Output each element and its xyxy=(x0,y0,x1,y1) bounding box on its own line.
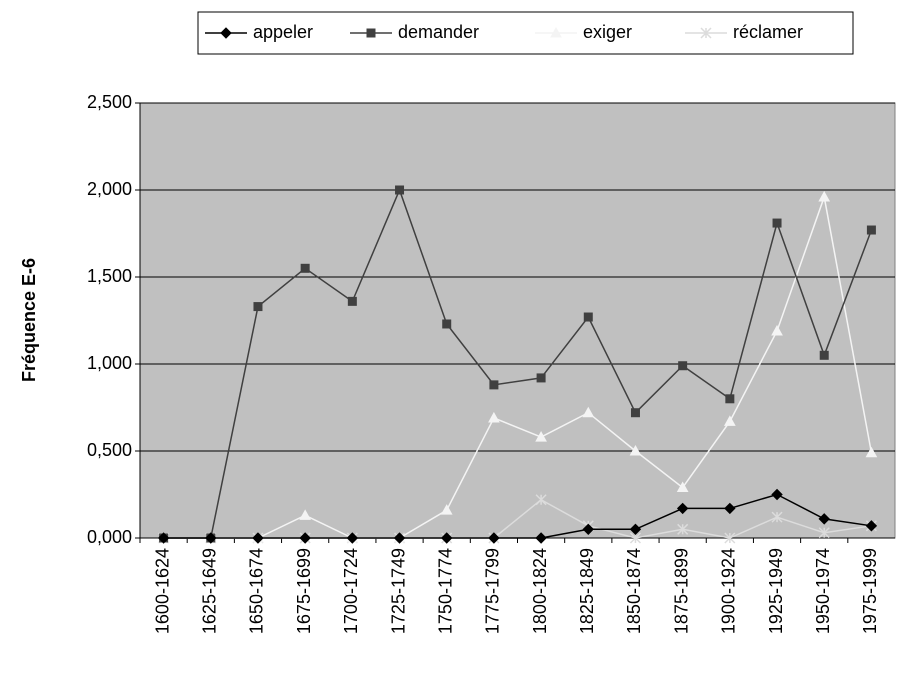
marker xyxy=(771,324,783,336)
marker xyxy=(677,523,689,535)
x-tick-label: 1825-1849 xyxy=(577,548,597,634)
y-tick-label: 2,000 xyxy=(87,179,132,199)
x-tick-label: 1800-1824 xyxy=(530,548,550,634)
marker xyxy=(629,523,642,536)
marker xyxy=(582,406,595,418)
marker xyxy=(393,532,406,544)
legend-marker xyxy=(366,28,376,38)
y-tick-label: 1,000 xyxy=(87,353,132,373)
x-tick-label: 1625-1649 xyxy=(200,548,220,634)
marker xyxy=(299,532,311,544)
marker xyxy=(488,411,500,423)
plot-area xyxy=(139,102,896,539)
marker xyxy=(442,319,452,329)
legend-marker xyxy=(700,27,712,39)
marker xyxy=(583,312,593,322)
x-tick-label: 1975-1999 xyxy=(860,548,880,634)
x-tick-label: 1675-1699 xyxy=(294,548,314,634)
marker xyxy=(441,532,453,544)
legend-label: exiger xyxy=(583,22,632,42)
marker xyxy=(300,263,310,273)
marker xyxy=(772,218,782,228)
y-tick-label: 2,500 xyxy=(87,92,132,112)
marker xyxy=(724,532,736,544)
legend-label: appeler xyxy=(253,22,313,42)
marker xyxy=(252,532,264,544)
series-line xyxy=(163,194,873,539)
marker xyxy=(535,431,547,442)
marker xyxy=(535,494,547,506)
marker xyxy=(865,520,878,532)
marker xyxy=(676,481,689,493)
marker xyxy=(818,190,831,202)
marker xyxy=(253,302,263,312)
series-line xyxy=(163,493,872,539)
marker xyxy=(723,415,736,426)
marker xyxy=(771,511,783,523)
x-tick-label: 1700-1724 xyxy=(341,548,361,634)
legend-marker xyxy=(550,26,562,38)
marker xyxy=(866,225,876,235)
x-tick-label: 1600-1624 xyxy=(152,548,172,634)
x-tick-label: 1725-1749 xyxy=(388,548,408,634)
marker xyxy=(629,444,642,456)
marker xyxy=(488,532,500,544)
x-tick-label: 1900-1924 xyxy=(719,548,739,634)
marker xyxy=(676,502,689,515)
marker xyxy=(725,394,735,404)
legend-label: réclamer xyxy=(733,22,803,42)
y-tick-label: 1,500 xyxy=(87,266,132,286)
marker xyxy=(535,532,547,544)
x-tick-label: 1875-1899 xyxy=(671,548,691,634)
marker xyxy=(818,527,830,539)
marker xyxy=(489,380,499,390)
x-tick-label: 1850-1874 xyxy=(624,548,644,634)
y-tick-label: 0,000 xyxy=(87,527,132,547)
x-tick-label: 1650-1674 xyxy=(247,548,267,634)
marker xyxy=(818,513,830,525)
legend-box xyxy=(197,11,854,55)
marker xyxy=(865,446,878,458)
marker xyxy=(724,502,736,515)
marker xyxy=(771,488,783,501)
marker xyxy=(347,296,357,306)
marker xyxy=(582,523,594,536)
x-tick-label: 1750-1774 xyxy=(435,548,455,634)
marker xyxy=(819,350,829,360)
x-tick-label: 1925-1949 xyxy=(766,548,786,634)
marker xyxy=(678,361,688,371)
marker xyxy=(395,185,405,195)
marker xyxy=(630,408,640,418)
legend-marker xyxy=(220,27,232,39)
y-axis-label: Fréquence E-6 xyxy=(19,258,39,382)
series-line xyxy=(163,187,873,539)
marker xyxy=(205,532,217,544)
legend-label: demander xyxy=(398,22,479,42)
marker xyxy=(440,504,453,515)
marker xyxy=(157,532,170,544)
y-tick-label: 0,500 xyxy=(87,440,132,460)
marker xyxy=(346,532,359,544)
marker xyxy=(299,509,312,520)
x-tick-label: 1950-1974 xyxy=(813,548,833,634)
x-tick-label: 1775-1799 xyxy=(483,548,503,634)
marker xyxy=(536,373,546,383)
